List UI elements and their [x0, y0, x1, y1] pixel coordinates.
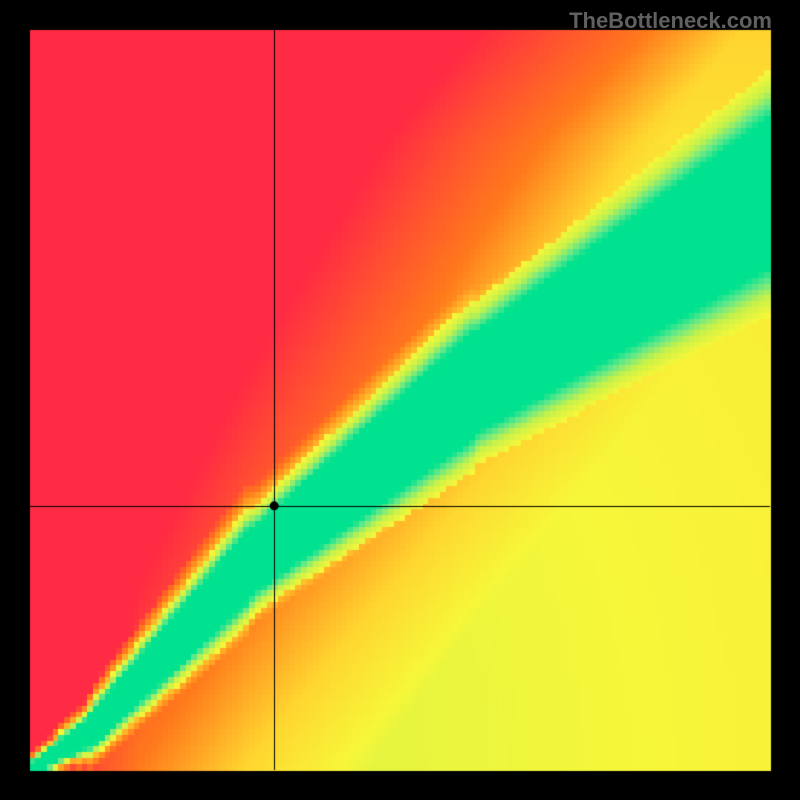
watermark-text: TheBottleneck.com [569, 8, 772, 34]
bottleneck-heatmap [0, 0, 800, 800]
